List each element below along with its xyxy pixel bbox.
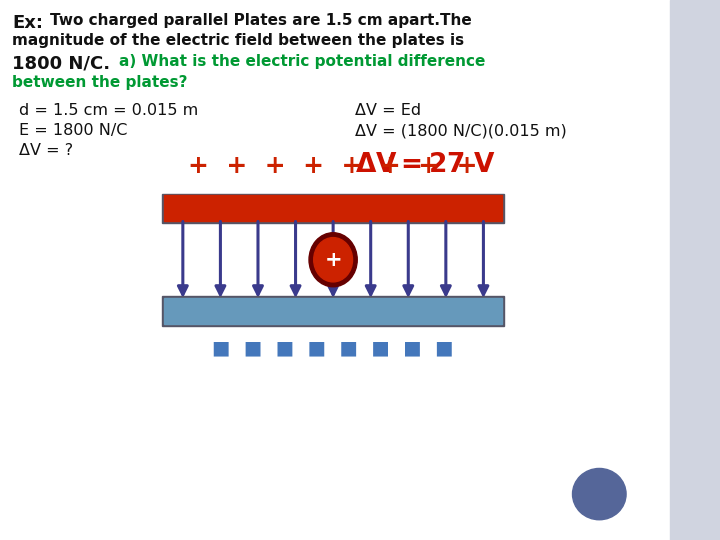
Text: ■  ■  ■  ■  ■  ■  ■  ■: ■ ■ ■ ■ ■ ■ ■ ■	[212, 339, 454, 358]
Bar	[162, 194, 504, 223]
Ellipse shape	[314, 238, 353, 282]
Text: $\bf{\Delta V = 27\ V}$: $\bf{\Delta V = 27\ V}$	[355, 152, 495, 178]
Bar	[162, 296, 504, 326]
Text: +  +  +  +  +  +  +  +: + + + + + + + +	[189, 154, 478, 178]
Bar	[164, 195, 503, 221]
Text: Two charged parallel Plates are 1.5 cm apart.The: Two charged parallel Plates are 1.5 cm a…	[50, 14, 472, 29]
Bar	[164, 298, 503, 324]
Text: d = 1.5 cm = 0.015 m: d = 1.5 cm = 0.015 m	[19, 103, 198, 118]
Text: +: +	[324, 249, 342, 270]
Text: a) What is the electric potential difference: a) What is the electric potential differ…	[120, 54, 485, 69]
Text: ΔV = (1800 N/C)(0.015 m): ΔV = (1800 N/C)(0.015 m)	[355, 123, 567, 138]
Text: Ex:: Ex:	[12, 14, 43, 31]
Text: E = 1800 N/C: E = 1800 N/C	[19, 123, 127, 138]
Ellipse shape	[572, 468, 626, 519]
Ellipse shape	[309, 233, 357, 287]
Text: 1800 N/C.: 1800 N/C.	[12, 54, 110, 72]
Text: ΔV = ?: ΔV = ?	[19, 143, 73, 158]
Text: magnitude of the electric field between the plates is: magnitude of the electric field between …	[12, 33, 464, 49]
Text: between the plates?: between the plates?	[12, 75, 187, 90]
Text: ΔV = Ed: ΔV = Ed	[355, 103, 421, 118]
